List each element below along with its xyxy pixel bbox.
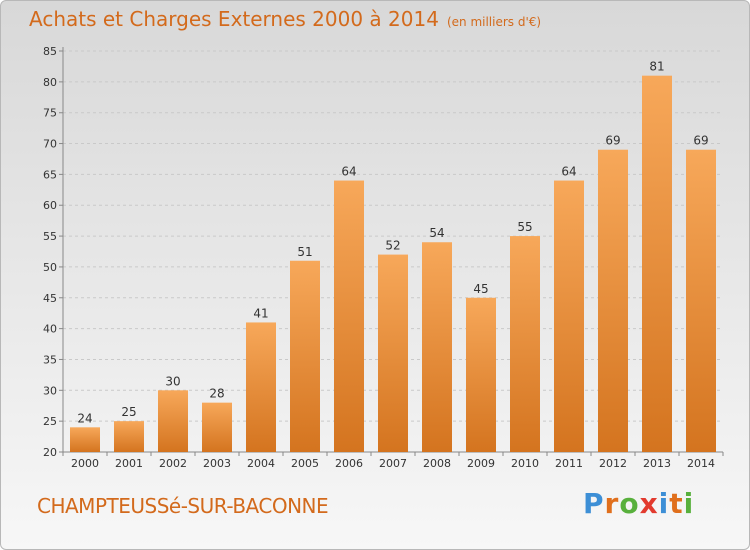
bar-2010 (510, 236, 540, 452)
bar-value-label: 64 (341, 165, 356, 179)
logo-letter: x (639, 487, 659, 520)
bar-value-label: 25 (121, 405, 136, 419)
bar-2012 (598, 149, 628, 452)
y-tick-label: 25 (43, 415, 57, 428)
logo-letter: i (683, 487, 695, 520)
bar-2009 (466, 297, 496, 452)
y-tick-label: 50 (43, 261, 57, 274)
bar-value-label: 28 (209, 387, 224, 401)
x-tick-label: 2001 (115, 457, 143, 470)
bar-2013 (642, 75, 672, 452)
x-tick-label: 2003 (203, 457, 231, 470)
bar-2000 (70, 427, 100, 452)
y-tick-label: 55 (43, 230, 57, 243)
tick-labels: 20 25 30 35 40 45 50 55 60 65 70 75 80 85 2000 2001 2002… (43, 45, 715, 470)
y-tick-label: 80 (43, 76, 57, 89)
x-tick-label: 2000 (71, 457, 99, 470)
y-tick-label: 30 (43, 384, 57, 397)
x-tick-label: 2004 (247, 457, 275, 470)
proxiti-logo: Proxiti (583, 487, 694, 520)
bars (70, 75, 716, 453)
y-tick-label: 35 (43, 353, 57, 366)
y-tick-label: 40 (43, 323, 57, 336)
bar-value-label: 69 (693, 134, 708, 148)
chart-title-block: Achats et Charges Externes 2000 à 2014 (e… (29, 7, 541, 31)
bar-value-label: 69 (605, 134, 620, 148)
chart-subtitle: (en milliers d'€) (446, 15, 542, 29)
bar-value-label: 45 (473, 282, 488, 296)
y-tick-label: 60 (43, 199, 57, 212)
logo-letter: t (669, 487, 684, 520)
x-tick-label: 2009 (467, 457, 495, 470)
y-tick-label: 65 (43, 168, 57, 181)
bar-2007 (378, 254, 408, 452)
x-tick-label: 2011 (555, 457, 583, 470)
bar-value-label: 41 (253, 306, 268, 320)
x-tick-label: 2010 (511, 457, 539, 470)
bar-value-label: 81 (649, 60, 664, 74)
bar-2011 (554, 180, 584, 453)
x-tick-label: 2005 (291, 457, 319, 470)
x-tick-label: 2012 (599, 457, 627, 470)
bar-value-label: 51 (297, 245, 312, 259)
x-tick-label: 2006 (335, 457, 363, 470)
logo-letter: o (619, 487, 640, 520)
bar-2004 (246, 322, 276, 452)
x-tick-label: 2007 (379, 457, 407, 470)
bar-2006 (334, 180, 364, 453)
bar-value-label: 52 (385, 239, 400, 253)
bar-value-label: 30 (165, 374, 180, 388)
bar-2014 (686, 149, 716, 452)
y-tick-label: 20 (43, 446, 57, 459)
bar-value-labels: 24 25 30 28 41 51 64 52 54 45 55 64 69 81 69 (77, 60, 708, 426)
bar-value-label: 64 (561, 165, 576, 179)
x-tick-label: 2008 (423, 457, 451, 470)
y-tick-label: 75 (43, 107, 57, 120)
bar-2008 (422, 242, 452, 452)
bar-value-label: 54 (429, 226, 444, 240)
commune-name: CHAMPTEUSSé-SUR-BACONNE (37, 494, 329, 518)
bar-2002 (158, 390, 188, 452)
y-tick-label: 70 (43, 138, 57, 151)
bar-value-label: 55 (517, 220, 532, 234)
bar-value-label: 24 (77, 411, 92, 425)
y-tick-label: 85 (43, 45, 57, 58)
logo-letter: r (604, 487, 620, 520)
x-tick-label: 2002 (159, 457, 187, 470)
y-tick-label: 45 (43, 292, 57, 305)
x-tick-label: 2013 (643, 457, 671, 470)
bar-2003 (202, 402, 232, 452)
x-tick-label: 2014 (687, 457, 715, 470)
bar-2005 (290, 260, 320, 452)
chart-title: Achats et Charges Externes 2000 à 2014 (29, 7, 439, 31)
logo-letter: P (583, 487, 605, 520)
bar-2001 (114, 421, 144, 452)
logo-letter: i (658, 487, 670, 520)
